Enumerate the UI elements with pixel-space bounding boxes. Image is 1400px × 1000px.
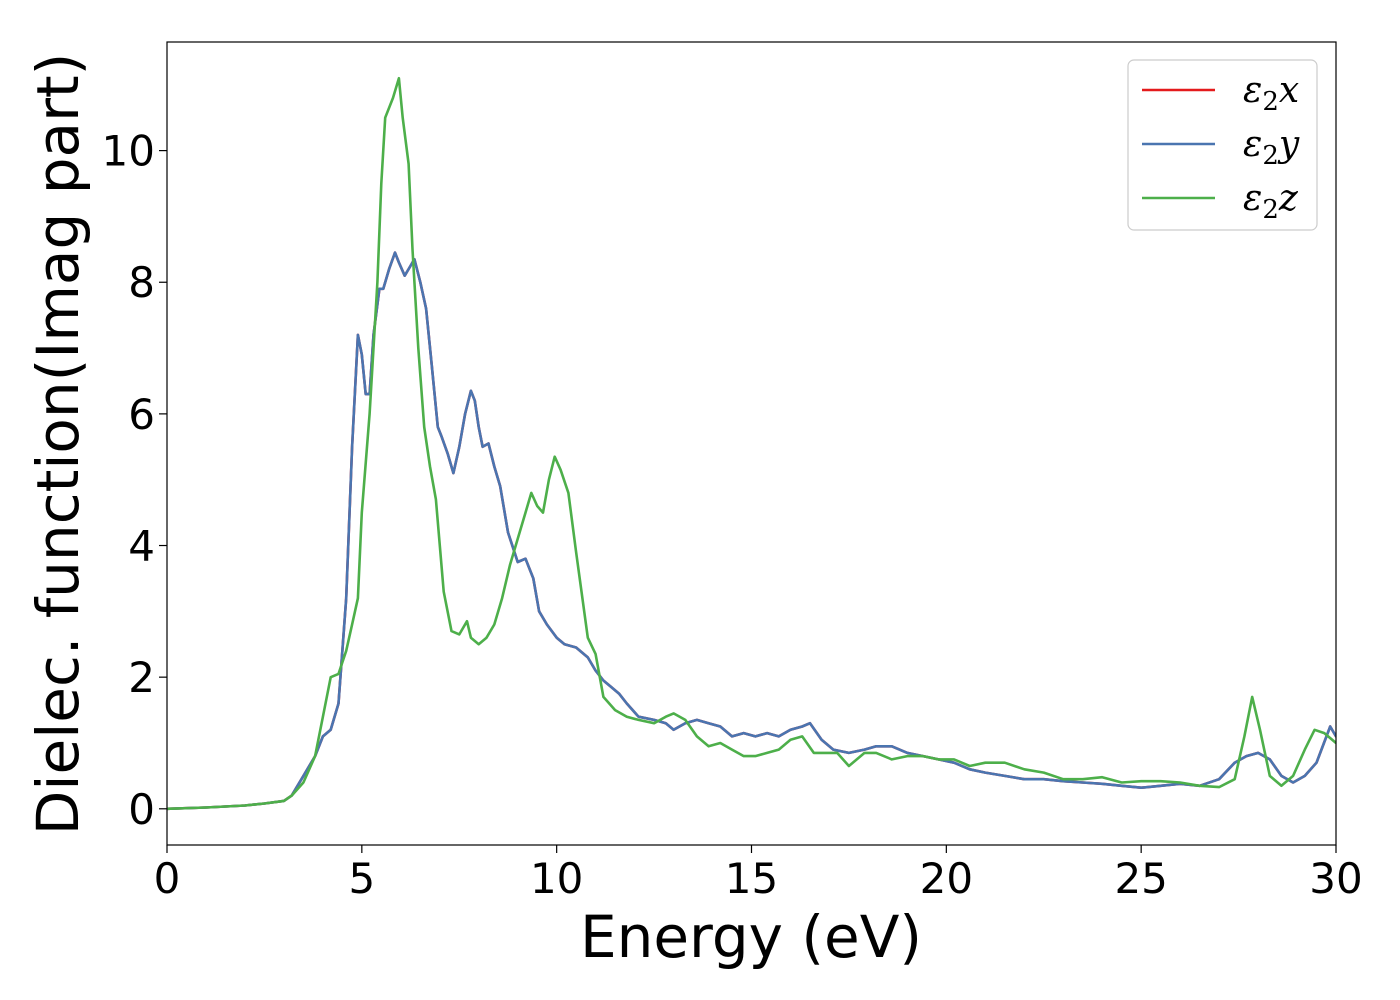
x-axis-ticks: 0 5 10 15 20 25 30: [154, 845, 1363, 903]
x-tick-label: 5: [348, 854, 375, 903]
legend-label-z: ε2z: [1243, 178, 1299, 225]
y-tick-label: 0: [128, 785, 155, 834]
legend-box: [1127, 59, 1318, 231]
y-tick-label: 10: [102, 127, 155, 176]
y-axis-ticks: 0 2 4 6 8 10: [102, 127, 167, 834]
legend-label-y: ε2y: [1243, 124, 1300, 171]
y-axis-label: Dielec. function(Imag part): [24, 53, 92, 836]
series-line-y: [167, 251, 1336, 811]
x-tick-label: 20: [920, 854, 973, 903]
x-tick-label: 0: [154, 854, 181, 903]
x-tick-label: 15: [725, 854, 778, 903]
x-tick-label: 25: [1114, 854, 1167, 903]
y-tick-label: 2: [128, 653, 155, 702]
x-tick-label: 10: [530, 854, 583, 903]
series-layer: [167, 76, 1336, 811]
series-line-z: [167, 76, 1336, 811]
y-tick-label: 6: [128, 390, 155, 439]
legend-label-x: ε2x: [1243, 70, 1299, 117]
legend: ε2x ε2y ε2z: [1127, 59, 1318, 231]
y-tick-label: 4: [128, 522, 155, 571]
x-axis-label: Energy (eV): [580, 903, 922, 971]
x-tick-label: 30: [1309, 854, 1362, 903]
y-tick-label: 8: [128, 258, 155, 307]
legend-entries: ε2x ε2y ε2z: [1142, 70, 1300, 225]
